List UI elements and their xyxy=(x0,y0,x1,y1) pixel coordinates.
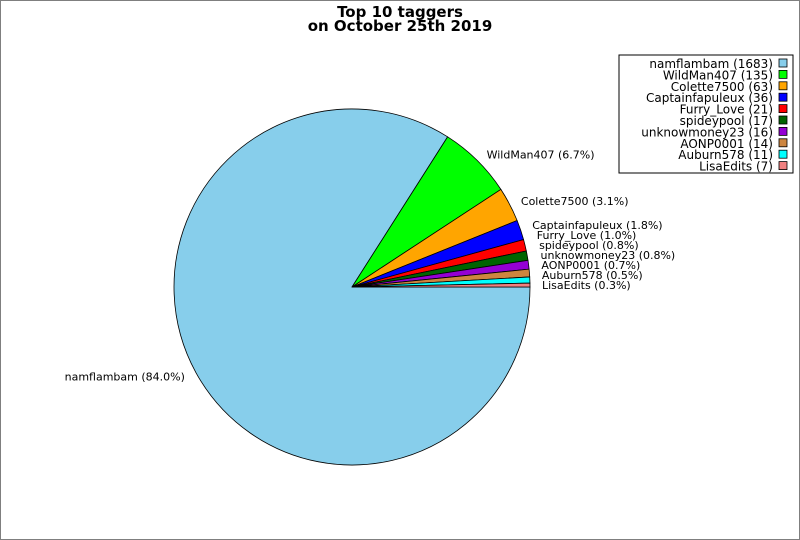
pie-slice-0 xyxy=(173,108,531,466)
legend-label-3: Captainfapuleux (36) xyxy=(646,91,773,105)
pie-slice-9 xyxy=(351,282,531,288)
slice-label-6: unknowmoney23 (0.8%) xyxy=(541,249,676,262)
slice-labels: namflambam (84.0%) WildMan407 (6.7%) Colet… xyxy=(65,149,676,384)
legend-label-7: AONP0001 (14) xyxy=(680,137,773,151)
pie-slices xyxy=(173,108,531,466)
legend-swatch-8 xyxy=(778,149,788,159)
legend-label-8: Auburn578 (11) xyxy=(678,148,773,162)
legend-swatch-0 xyxy=(778,58,788,68)
slice-label-0: namflambam (84.0%) xyxy=(65,371,185,384)
slice-label-7: AONP0001 (0.7%) xyxy=(541,259,640,272)
legend-label-9: LisaEdits (7) xyxy=(699,160,773,174)
legend-swatch-1 xyxy=(778,70,788,79)
legend-swatch-2 xyxy=(778,81,788,91)
slice-label-9: LisaEdits (0.3%) xyxy=(542,279,631,292)
legend-label-1: WildMan407 (135) xyxy=(663,68,773,82)
legend-swatch-3 xyxy=(778,92,788,102)
slice-label-5: spideypool (0.8%) xyxy=(539,239,639,252)
legend-label-0: namflambam (1683) xyxy=(649,57,773,71)
legend-label-4: Furry_Love (21) xyxy=(680,103,773,117)
slice-label-2: Colette7500 (3.1%) xyxy=(521,195,629,208)
slice-label-3: Captainfapuleux (1.8%) xyxy=(532,219,662,232)
slice-label-8: Auburn578 (0.5%) xyxy=(542,269,643,282)
legend-swatch-7 xyxy=(778,138,788,148)
chart-title-line-2: on October 25th 2019 xyxy=(308,17,493,35)
legend-label-6: unknowmoney23 (16) xyxy=(641,125,773,139)
slice-label-4: Furry_Love (1.0%) xyxy=(537,229,637,242)
chart-title-line-1: Top 10 taggers xyxy=(337,3,463,21)
legend-label-2: Colette7500 (63) xyxy=(671,80,773,94)
slice-label-1: WildMan407 (6.7%) xyxy=(487,149,595,162)
legend-label-5: spideypool (17) xyxy=(680,114,773,128)
legend-swatch-5 xyxy=(778,115,788,125)
legend-swatch-6 xyxy=(778,127,788,136)
legend-box xyxy=(618,54,794,174)
legend-swatch-9 xyxy=(778,161,788,171)
legend: namflambam (1683)WildMan407 (135)Colette… xyxy=(618,54,794,174)
legend-swatch-4 xyxy=(778,104,788,113)
